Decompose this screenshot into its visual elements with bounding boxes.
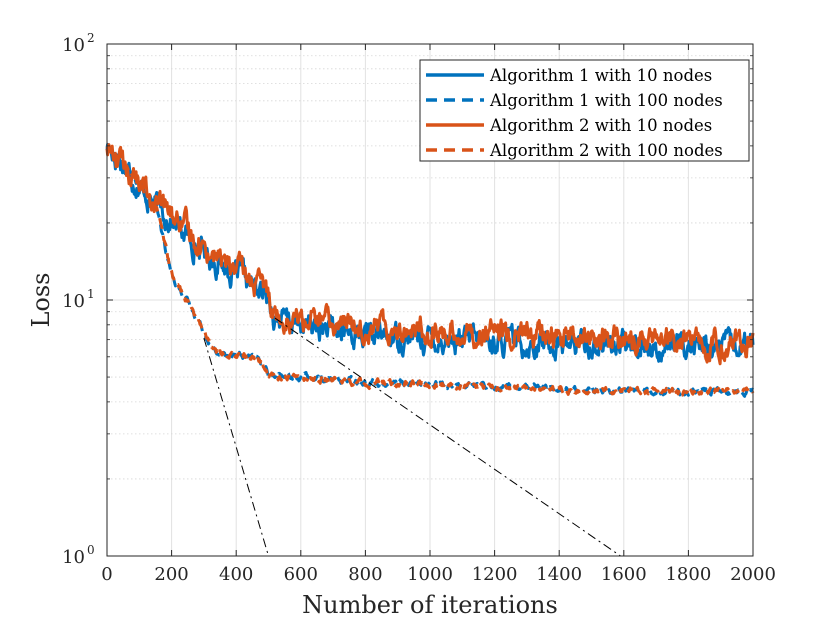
y-tick-label-exponent: 1 (87, 287, 95, 301)
x-tick-label: 0 (101, 564, 112, 585)
legend: Algorithm 1 with 10 nodes Algorithm 1 wit… (419, 59, 750, 162)
y-tick-label-exponent: 0 (87, 543, 95, 557)
x-tick-label: 1400 (536, 564, 582, 585)
series-line-4 (105, 144, 755, 397)
x-tick-label: 1000 (407, 564, 453, 585)
x-tick-label: 1200 (472, 564, 518, 585)
series-layer (105, 142, 755, 399)
y-tick-label: 10 (62, 35, 85, 56)
legend-label-1: Algorithm 1 with 10 nodes (489, 66, 712, 85)
reference-lines (203, 317, 621, 557)
x-tick-labels: 0 200 400 600 800 1000 1200 1400 1600 1800 2000 (101, 564, 776, 585)
reference-slope-10-nodes (274, 317, 621, 557)
y-tick-label: 10 (62, 547, 85, 568)
y-tick-label-exponent: 2 (87, 31, 95, 45)
x-axis-label: Number of iterations (302, 591, 558, 619)
series-line-3 (105, 143, 755, 366)
legend-box (419, 59, 750, 162)
legend-label-2: Algorithm 1 with 100 nodes (489, 91, 723, 110)
x-tick-label: 1800 (665, 564, 711, 585)
x-tick-label: 200 (154, 564, 188, 585)
legend-label-3: Algorithm 2 with 10 nodes (489, 116, 712, 135)
legend-label-4: Algorithm 2 with 100 nodes (489, 141, 723, 160)
x-tick-label: 2000 (730, 564, 776, 585)
y-tick-label: 10 (62, 291, 85, 312)
axis-ticks (106, 44, 754, 557)
x-tick-label: 400 (219, 564, 253, 585)
x-tick-label: 600 (284, 564, 318, 585)
x-tick-label: 800 (348, 564, 382, 585)
x-tick-label: 1600 (601, 564, 647, 585)
y-axis-label: Loss (27, 272, 55, 327)
